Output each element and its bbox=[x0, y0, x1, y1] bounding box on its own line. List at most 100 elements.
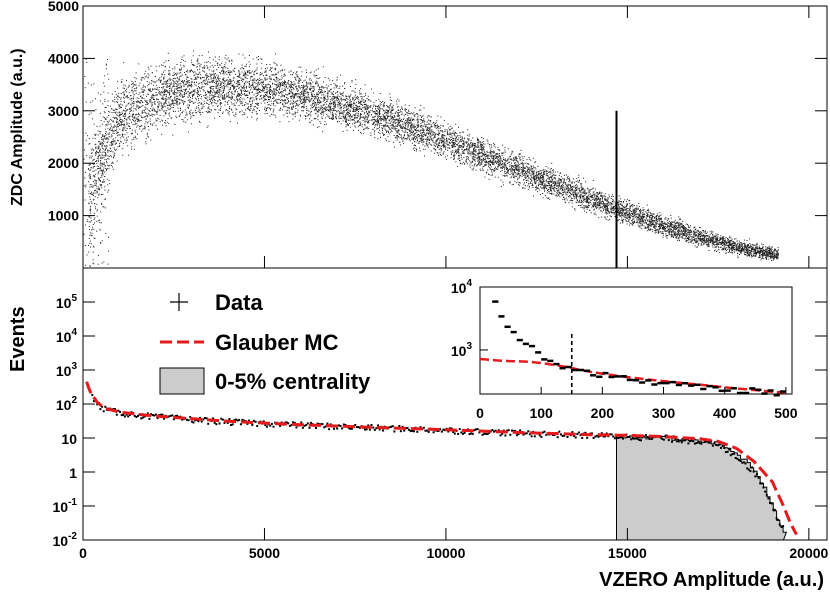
scatter-point bbox=[324, 121, 326, 123]
scatter-point bbox=[772, 251, 774, 253]
scatter-point bbox=[459, 140, 461, 142]
scatter-point bbox=[606, 208, 608, 210]
scatter-point bbox=[335, 85, 337, 87]
scatter-point bbox=[227, 77, 229, 78]
scatter-point bbox=[617, 212, 619, 214]
scatter-point bbox=[131, 89, 133, 91]
scatter-point bbox=[149, 89, 151, 91]
scatter-point bbox=[717, 242, 719, 244]
scatter-point bbox=[143, 98, 145, 99]
scatter-point bbox=[674, 231, 676, 233]
scatter-point bbox=[296, 96, 298, 98]
scatter-point bbox=[535, 177, 537, 179]
scatter-point bbox=[425, 138, 427, 140]
scatter-point bbox=[541, 178, 543, 180]
scatter-point bbox=[384, 117, 386, 119]
scatter-point bbox=[232, 84, 234, 86]
scatter-point bbox=[154, 109, 155, 111]
scatter-point bbox=[528, 187, 530, 189]
scatter-point bbox=[432, 132, 434, 134]
scatter-point bbox=[228, 83, 230, 85]
scatter-point bbox=[108, 150, 110, 151]
scatter-point bbox=[174, 98, 176, 100]
scatter-point bbox=[664, 230, 666, 232]
scatter-point bbox=[179, 102, 181, 104]
scatter-point bbox=[297, 95, 299, 97]
scatter-point bbox=[363, 102, 365, 104]
scatter-point bbox=[329, 90, 331, 92]
scatter-point bbox=[410, 126, 412, 128]
scatter-point bbox=[549, 184, 551, 186]
scatter-point bbox=[555, 182, 556, 184]
scatter-point bbox=[430, 136, 432, 138]
scatter-point bbox=[331, 98, 333, 100]
scatter-point bbox=[593, 209, 595, 211]
scatter-point bbox=[734, 238, 736, 240]
scatter-point bbox=[253, 72, 255, 74]
scatter-point bbox=[99, 141, 101, 143]
scatter-point bbox=[349, 97, 351, 99]
scatter-point bbox=[677, 231, 679, 233]
scatter-point bbox=[726, 247, 728, 248]
scatter-point bbox=[625, 209, 627, 211]
scatter-point bbox=[178, 82, 180, 84]
scatter-point bbox=[161, 64, 162, 66]
scatter-point bbox=[538, 187, 539, 189]
scatter-point bbox=[665, 224, 667, 226]
scatter-point bbox=[170, 87, 172, 89]
scatter-point bbox=[89, 232, 91, 234]
scatter-point bbox=[316, 99, 318, 101]
scatter-point bbox=[186, 114, 188, 116]
scatter-point bbox=[355, 83, 357, 85]
scatter-point bbox=[102, 171, 104, 173]
scatter-point bbox=[555, 184, 557, 186]
scatter-point bbox=[90, 210, 92, 212]
scatter-point bbox=[462, 131, 464, 133]
scatter-point bbox=[209, 99, 211, 101]
scatter-point bbox=[536, 187, 537, 189]
scatter-point bbox=[639, 220, 641, 222]
scatter-point bbox=[281, 91, 283, 92]
scatter-point bbox=[145, 112, 147, 114]
scatter-point bbox=[192, 63, 194, 65]
scatter-point bbox=[141, 116, 142, 118]
scatter-point bbox=[463, 153, 465, 155]
scatter-point bbox=[263, 86, 265, 88]
scatter-point bbox=[284, 89, 286, 91]
scatter-point bbox=[135, 119, 136, 121]
scatter-point bbox=[393, 119, 395, 120]
scatter-point bbox=[674, 224, 676, 226]
scatter-point bbox=[318, 89, 320, 91]
scatter-point bbox=[477, 160, 479, 162]
scatter-point bbox=[150, 65, 152, 67]
scatter-point bbox=[746, 251, 748, 253]
scatter-point bbox=[368, 106, 370, 108]
scatter-point bbox=[705, 235, 707, 237]
scatter-point bbox=[354, 96, 356, 98]
scatter-point bbox=[237, 98, 239, 100]
scatter-point bbox=[339, 102, 341, 104]
scatter-point bbox=[744, 254, 746, 256]
scatter-point bbox=[643, 216, 645, 218]
scatter-point bbox=[97, 172, 99, 174]
scatter-point bbox=[167, 97, 169, 99]
scatter-point bbox=[382, 104, 384, 106]
scatter-point bbox=[777, 247, 779, 249]
scatter-point bbox=[740, 242, 742, 244]
scatter-point bbox=[136, 104, 138, 106]
scatter-point bbox=[679, 236, 681, 238]
scatter-point bbox=[676, 227, 678, 229]
scatter-point bbox=[119, 106, 121, 108]
scatter-point bbox=[591, 196, 593, 198]
scatter-point bbox=[667, 235, 668, 237]
scatter-point bbox=[275, 73, 277, 75]
scatter-point bbox=[632, 221, 634, 223]
scatter-point bbox=[590, 195, 592, 197]
scatter-point bbox=[103, 121, 105, 123]
scatter-point bbox=[194, 71, 196, 73]
scatter-point bbox=[526, 172, 528, 174]
scatter-point bbox=[326, 100, 327, 102]
scatter-point bbox=[363, 101, 365, 103]
scatter-point bbox=[744, 245, 746, 247]
scatter-point bbox=[174, 66, 176, 68]
